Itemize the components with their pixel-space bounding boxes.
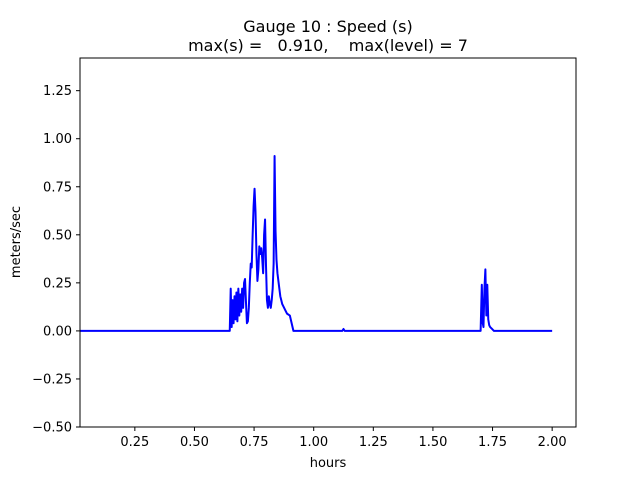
plot-area (79, 57, 577, 428)
y-tick-label: 0.00 (43, 324, 72, 339)
plot-frame (79, 57, 577, 428)
y-tick-label: 0.25 (43, 276, 72, 291)
y-tick-label: −0.25 (32, 372, 72, 387)
y-tick-label: 0.50 (43, 228, 72, 243)
x-tick-label: 0.25 (120, 435, 149, 450)
y-tick-label: 0.75 (43, 180, 72, 195)
x-axis-label: hours (310, 456, 347, 471)
chart-title: Gauge 10 : Speed (s) (243, 17, 412, 36)
y-tick-label: 1.00 (43, 132, 72, 147)
x-tick-label: 0.50 (180, 435, 209, 450)
speed-series-line (80, 155, 553, 332)
y-tick-label: 1.25 (43, 84, 72, 99)
series-layer (80, 155, 553, 332)
chart-subtitle: max(s) = 0.910, max(level) = 7 (188, 36, 468, 55)
x-tick-label: 1.00 (299, 435, 328, 450)
x-axis: 0.25 0.50 0.75 1.00 1.25 1.50 1.75 2.00 (120, 427, 567, 450)
x-tick-label: 1.50 (418, 435, 447, 450)
y-tick-label: −0.50 (32, 421, 72, 436)
y-axis: −0.50 −0.25 0.00 0.25 0.50 0.75 1.00 1.25 (32, 84, 80, 436)
x-tick-label: 1.25 (359, 435, 388, 450)
x-tick-label: 1.75 (478, 435, 507, 450)
y-axis-label: meters/sec (9, 206, 24, 278)
x-tick-label: 0.75 (240, 435, 269, 450)
plot-background (80, 58, 576, 427)
x-tick-label: 2.00 (538, 435, 567, 450)
